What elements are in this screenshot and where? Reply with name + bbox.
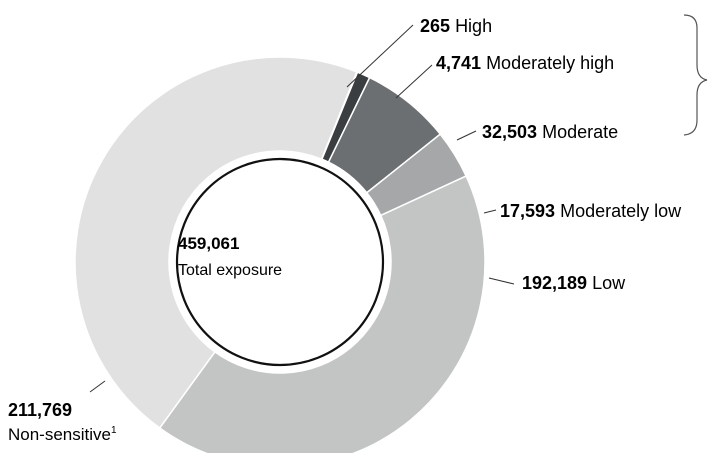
label-non-sensitive-footnote: 1 [111,425,117,436]
group-brace [683,14,708,136]
leader-line-moderately-high [395,64,433,99]
leader-line-moderate [456,130,477,141]
label-moderately-high-name: Moderately high [486,53,614,73]
label-moderate-value: 32,503 [482,122,537,142]
label-moderately-low-value: 17,593 [500,201,555,221]
leader-line-moderately-low [483,209,497,214]
total-value: 459,061 [178,234,239,253]
label-non-sensitive-value: 211,769 [8,400,72,420]
leader-line-non-sensitive [89,380,106,393]
label-moderate: 32,503 Moderate [482,122,618,142]
label-non-sensitive: Non-sensitive1 [8,425,117,444]
label-low: 192,189 Low [522,273,626,293]
leader-line-low [488,277,515,285]
label-low-value: 192,189 [522,273,587,293]
label-high-value: 265 [420,16,450,36]
label-moderately-low: 17,593 Moderately low [500,201,682,221]
inner-ring [175,157,385,367]
label-moderately-high-value: 4,741 [436,53,481,73]
label-low-name: Low [592,273,626,293]
label-non-sensitive-name: Non-sensitive [8,425,111,444]
label-high: 265 High [420,16,492,36]
donut-segments [74,56,486,453]
donut-hole [169,151,391,373]
label-moderately-low-name: Moderately low [560,201,682,221]
label-moderate-name: Moderate [542,122,618,142]
total-label: Total exposure [178,262,282,279]
label-moderately-high: 4,741 Moderately high [436,53,614,73]
leader-line-high [346,24,414,88]
leader-lines [89,24,515,393]
label-high-name: High [455,16,492,36]
